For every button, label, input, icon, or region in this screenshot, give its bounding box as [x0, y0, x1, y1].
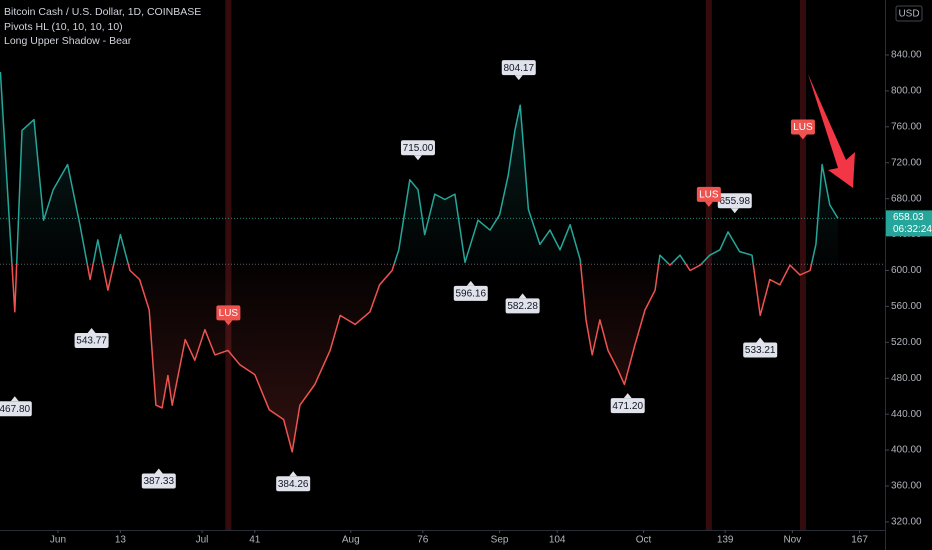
y-tick-label: 680.00	[891, 193, 922, 204]
marker-label: LUS	[699, 190, 719, 201]
pivot-box	[74, 332, 109, 348]
y-tick-label: 520.00	[891, 337, 922, 348]
pivot-box	[743, 342, 778, 358]
pivot-pointer	[756, 337, 765, 343]
arrow-annotation	[808, 74, 855, 188]
marker-pointer	[798, 134, 807, 140]
pivot-box	[141, 473, 176, 489]
y-tick-label: 360.00	[891, 481, 922, 492]
y-tick-label: 480.00	[891, 373, 922, 384]
currency-box[interactable]	[895, 5, 923, 22]
marker-box	[216, 305, 241, 321]
price-line	[0, 71, 839, 453]
x-tick-label: Jul	[196, 535, 209, 546]
pivot-box	[0, 401, 32, 417]
y-tick-label: 800.00	[891, 86, 922, 97]
pivot-pointer	[87, 327, 96, 333]
y-tick-label: 320.00	[891, 517, 922, 528]
pivot-label: 543.77	[76, 336, 107, 347]
pivot-pointer	[514, 75, 523, 81]
pivot-box	[505, 298, 540, 314]
x-tick-label: 139	[717, 535, 734, 546]
pivot-label: 582.28	[507, 301, 538, 312]
y-tick-label: 760.00	[891, 121, 922, 132]
y-tick-label: 440.00	[891, 409, 922, 420]
pivot-label: 533.21	[745, 345, 776, 356]
chart-title: Bitcoin Cash / U.S. Dollar, 1D, COINBASE	[4, 6, 201, 18]
pivot-box	[610, 398, 645, 414]
pivot-pointer	[623, 393, 632, 399]
signal-band	[705, 0, 712, 530]
pivot-label: 467.80	[0, 404, 31, 415]
x-tick-label: 13	[115, 535, 127, 546]
pivot-pointer	[154, 468, 163, 474]
last-price-box	[886, 210, 932, 237]
pivot-pointer	[289, 471, 298, 477]
countdown-label: 06:32:24	[893, 224, 932, 235]
last-price-label: 658.03	[893, 212, 924, 223]
marker-label: LUS	[793, 122, 813, 133]
x-tick-label: Oct	[636, 535, 652, 546]
pivot-pointer	[413, 155, 422, 161]
indicator-label: Long Upper Shadow - Bear	[4, 35, 132, 47]
marker-label: LUS	[219, 308, 239, 319]
pivot-label: 715.00	[403, 143, 434, 154]
y-tick-label: 720.00	[891, 157, 922, 168]
pivot-pointer	[466, 280, 475, 286]
pivot-box	[717, 193, 752, 209]
marker-box	[790, 119, 815, 135]
pivot-pointer	[730, 208, 739, 214]
y-tick-label: 560.00	[891, 301, 922, 312]
x-tick-label: Nov	[783, 535, 801, 546]
x-tick-label: Aug	[342, 535, 360, 546]
x-tick-label: 167	[851, 535, 868, 546]
x-tick-label: 104	[549, 535, 566, 546]
pivot-label: 384.26	[278, 479, 309, 490]
currency-label[interactable]: USD	[898, 9, 919, 20]
x-tick-label: Jun	[50, 535, 66, 546]
pivot-box	[453, 285, 488, 301]
y-tick-label: 840.00	[891, 50, 922, 61]
marker-box	[696, 186, 721, 202]
pivot-label: 387.33	[143, 476, 174, 487]
x-tick-label: 76	[417, 535, 429, 546]
marker-pointer	[704, 201, 713, 207]
x-tick-label: Sep	[491, 535, 509, 546]
pivot-box	[400, 140, 435, 156]
x-tick-label: 41	[249, 535, 261, 546]
indicator-label: Pivots HL (10, 10, 10, 10)	[4, 21, 123, 33]
pivot-box	[501, 60, 536, 76]
marker-pointer	[224, 320, 233, 326]
pivot-label: 655.98	[719, 196, 750, 207]
pivot-label: 471.20	[612, 401, 643, 412]
y-tick-label: 400.00	[891, 445, 922, 456]
area	[0, 72, 838, 452]
pivot-pointer	[10, 396, 19, 402]
pivot-pointer	[518, 293, 527, 299]
pivot-label: 596.16	[455, 289, 486, 300]
y-tick-label: 600.00	[891, 265, 922, 276]
pivot-box	[276, 476, 311, 492]
pivot-label: 804.17	[503, 63, 534, 74]
